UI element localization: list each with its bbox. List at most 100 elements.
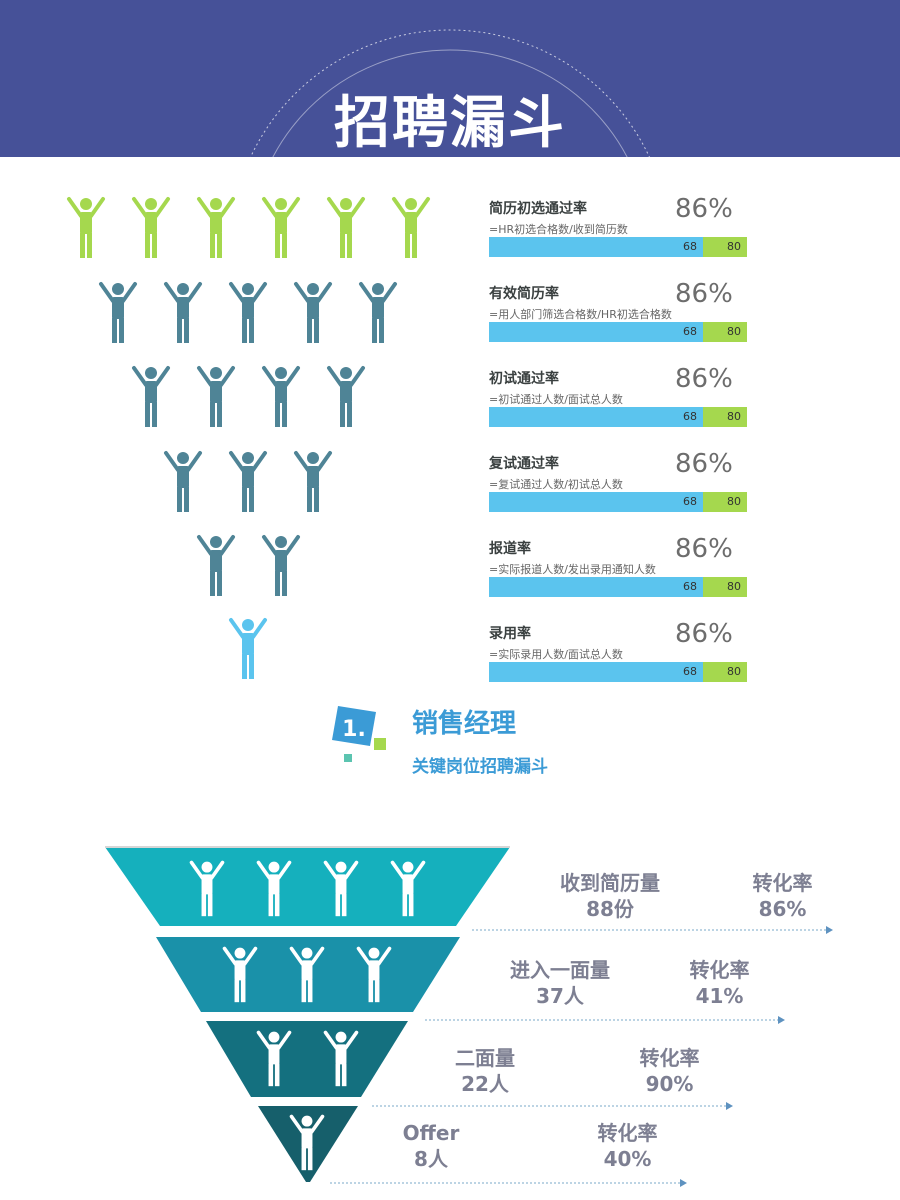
rate-formula: =实际报道人数/发出录用通知人数 [489, 563, 656, 576]
bar-value: 80 [727, 580, 741, 593]
rate-bar-green: 80 [703, 237, 747, 257]
rate-percent: 86% [675, 194, 733, 224]
bar-value: 80 [727, 410, 741, 423]
rate-value: 90% [645, 1072, 694, 1096]
rate-percent: 86% [675, 449, 733, 479]
person-icon [129, 195, 173, 259]
rate-bar-blue: 68 [489, 662, 703, 682]
rate-name: 有效简历率 [489, 286, 559, 302]
funnel-label: 收到简历量 88份 [540, 870, 680, 922]
rate-item: 录用率 =实际录用人数/面试总人数 86% 68 80 [489, 619, 747, 683]
rate-bar-blue: 68 [489, 237, 703, 257]
funnel-rate: 转化率 40% [570, 1120, 685, 1172]
bar-value: 68 [683, 495, 697, 508]
bar-value: 68 [683, 665, 697, 678]
bar-value: 68 [683, 410, 697, 423]
rate-label: 转化率 [689, 958, 750, 982]
rate-value: 41% [695, 984, 744, 1008]
rate-formula: =HR初选合格数/收到简历数 [489, 223, 628, 236]
rate-label: 转化率 [639, 1046, 700, 1070]
funnel-label: 二面量 22人 [430, 1045, 540, 1097]
section-subtitle: 关键岗位招聘漏斗 [412, 757, 548, 777]
person-icon [287, 942, 327, 1006]
bar-value: 68 [683, 325, 697, 338]
person-icon [324, 364, 368, 428]
person-icon [321, 856, 361, 920]
rate-percent: 86% [675, 279, 733, 309]
funnel-rate: 转化率 90% [612, 1045, 727, 1097]
rate-item: 初试通过率 =初试通过人数/面试总人数 86% 68 80 [489, 364, 747, 428]
rate-bar-blue: 68 [489, 322, 703, 342]
person-icon [187, 856, 227, 920]
stage-label: Offer [402, 1121, 460, 1145]
bar-value: 68 [683, 580, 697, 593]
rate-label: 转化率 [752, 871, 813, 895]
stage-label: 收到简历量 [560, 871, 660, 895]
stage-label: 进入一面量 [510, 958, 610, 982]
rate-bar-blue: 68 [489, 577, 703, 597]
rate-bar-green: 80 [703, 492, 747, 512]
stage-count: 22人 [461, 1072, 509, 1096]
bar-value: 80 [727, 495, 741, 508]
rate-item: 有效简历率 =用人部门筛选合格数/HR初选合格数 86% 68 80 [489, 279, 747, 343]
person-icon [259, 533, 303, 597]
rate-percent: 86% [675, 534, 733, 564]
rate-formula: =用人部门筛选合格数/HR初选合格数 [489, 308, 672, 321]
stage-label: 二面量 [455, 1046, 515, 1070]
person-icon [194, 364, 238, 428]
person-icon [291, 280, 335, 344]
rate-item: 简历初选通过率 =HR初选合格数/收到简历数 86% 68 80 [489, 194, 747, 258]
person-icon [194, 533, 238, 597]
person-icon [259, 195, 303, 259]
person-icon [389, 195, 433, 259]
person-icon [254, 856, 294, 920]
rate-formula: =实际录用人数/面试总人数 [489, 648, 623, 661]
stage-count: 8人 [414, 1147, 448, 1171]
person-icon [254, 1026, 294, 1090]
header-arcs [250, 29, 650, 157]
stage-count: 88份 [586, 897, 634, 921]
rate-name: 简历初选通过率 [489, 201, 587, 217]
section-title: 销售经理 [412, 709, 517, 739]
bar-value: 80 [727, 665, 741, 678]
person-icon [324, 195, 368, 259]
rate-item: 报道率 =实际报道人数/发出录用通知人数 86% 68 80 [489, 534, 747, 598]
person-icon [161, 280, 205, 344]
rate-item: 复试通过率 =复试通过人数/初试总人数 86% 68 80 [489, 449, 747, 513]
person-icon [64, 195, 108, 259]
rate-formula: =初试通过人数/面试总人数 [489, 393, 623, 406]
person-icon [226, 449, 270, 513]
rate-percent: 86% [675, 619, 733, 649]
person-icon [321, 1026, 361, 1090]
person-icon [388, 856, 428, 920]
person-icon [291, 449, 335, 513]
rate-formula: =复试通过人数/初试总人数 [489, 478, 623, 491]
person-icon [259, 364, 303, 428]
rate-name: 初试通过率 [489, 371, 559, 387]
funnel-label: Offer 8人 [383, 1120, 479, 1172]
rate-value: 86% [758, 897, 807, 921]
person-icon [129, 364, 173, 428]
person-icon [161, 449, 205, 513]
bar-value: 80 [727, 240, 741, 253]
person-icon [220, 942, 260, 1006]
rate-name: 报道率 [489, 541, 531, 557]
person-icon [194, 195, 238, 259]
person-icon [96, 280, 140, 344]
rate-name: 复试通过率 [489, 456, 559, 472]
bar-value: 68 [683, 240, 697, 253]
rate-bar-green: 80 [703, 407, 747, 427]
funnel-rate: 转化率 41% [662, 957, 777, 1009]
section-number: 1. [342, 717, 366, 742]
person-icon [226, 616, 270, 680]
rate-bar-blue: 68 [489, 492, 703, 512]
person-icon [226, 280, 270, 344]
person-icon [354, 942, 394, 1006]
person-icon [287, 1110, 327, 1174]
rate-bar-blue: 68 [489, 407, 703, 427]
person-icon [356, 280, 400, 344]
funnel-stage [206, 1021, 408, 1097]
rate-label: 转化率 [597, 1121, 658, 1145]
rate-value: 40% [603, 1147, 652, 1171]
